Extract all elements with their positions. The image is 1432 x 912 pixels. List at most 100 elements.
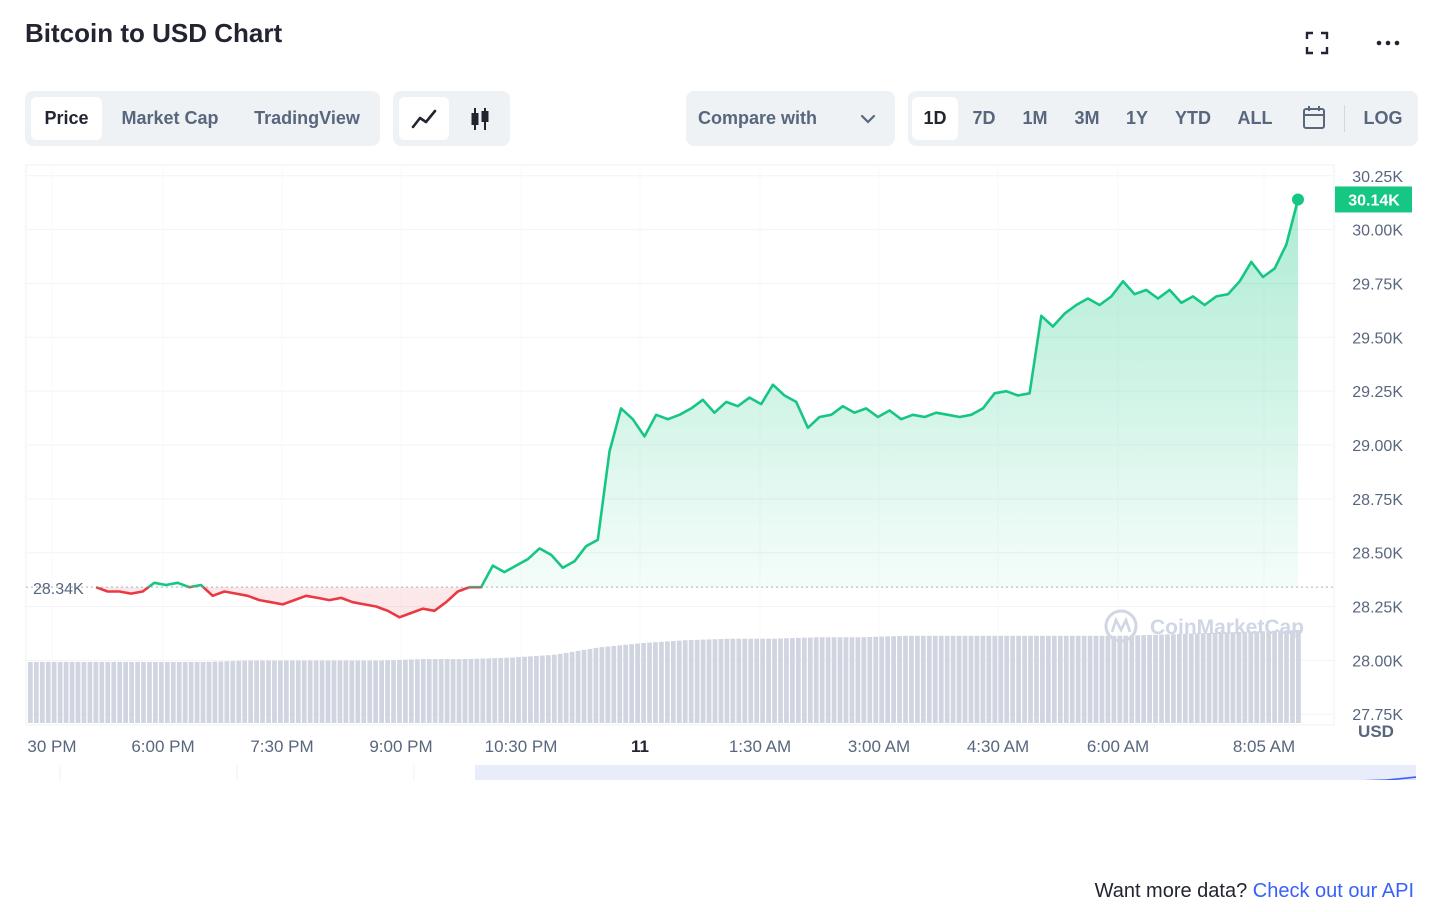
volume-bar (659, 641, 664, 723)
volume-bar (105, 661, 111, 723)
volume-bar (307, 660, 313, 723)
x-tick-label: 6:00 PM (131, 737, 194, 756)
volume-bar (569, 651, 575, 723)
x-tick-label: 3:00 AM (848, 737, 910, 756)
volume-bar (694, 639, 700, 723)
volume-bar (236, 660, 242, 723)
compare-dropdown[interactable]: Compare with (686, 91, 895, 146)
volume-bar (825, 637, 831, 723)
volume-bar (373, 660, 379, 723)
volume-bar (272, 660, 277, 723)
range-all[interactable]: ALL (1237, 108, 1273, 128)
range-7d[interactable]: 7D (972, 108, 996, 128)
range-1d[interactable]: 1D (912, 97, 958, 140)
volume-bar (367, 660, 373, 723)
price-area-down (96, 587, 1298, 618)
volume-bar (1069, 635, 1075, 723)
tab-tradingview[interactable]: TradingView (254, 108, 360, 128)
candlestick-button[interactable] (455, 97, 505, 140)
volume-bar (1111, 635, 1117, 723)
volume-bar (301, 660, 307, 723)
volume-bar (766, 638, 771, 723)
volume-bar (1117, 635, 1123, 723)
volume-bar (141, 661, 146, 723)
volume-bar (950, 635, 956, 723)
date-range-button[interactable] (1294, 97, 1334, 140)
volume-bar (194, 661, 200, 723)
volume-bar (295, 660, 301, 723)
tab-market-cap[interactable]: Market Cap (121, 108, 219, 128)
line-chart-icon (411, 109, 437, 129)
tab-price[interactable]: Price (31, 97, 102, 140)
baseline-label: 28.34K (33, 581, 84, 598)
volume-bar (206, 661, 212, 723)
volume-bar (1218, 632, 1224, 723)
volume-bar (998, 635, 1004, 723)
range-3m[interactable]: 3M (1074, 108, 1100, 128)
volume-bar (867, 636, 873, 723)
volume-bar (266, 660, 271, 723)
volume-bar (420, 659, 426, 723)
volume-bar (522, 656, 527, 723)
volume-bar (1051, 635, 1057, 723)
volume-bar (123, 661, 129, 723)
volume-bar (1260, 631, 1266, 723)
volume-bar (1188, 633, 1194, 723)
log-toggle[interactable]: LOG (1363, 108, 1403, 128)
volume-bar (641, 643, 646, 723)
volume-bar (587, 648, 593, 723)
volume-bar (736, 638, 742, 723)
api-promo-text: Want more data? (1094, 880, 1248, 902)
volume-bar (313, 660, 319, 723)
volume-bar (790, 638, 795, 723)
api-promo: Want more data? Check out our API (1095, 880, 1414, 903)
volume-bar (1176, 633, 1182, 723)
volume-bar (819, 637, 825, 723)
chart-tabs: Price Market Cap TradingView (25, 91, 380, 146)
price-chart[interactable]: CoinMarketCap 28.34K 30.25K 30.00K 29.75K 2… (0, 160, 1432, 862)
volume-bar (849, 637, 855, 723)
more-icon[interactable] (1375, 30, 1401, 56)
volume-bar (1147, 634, 1152, 723)
y-tick-label: 30.25K (1352, 169, 1403, 186)
navigator-window (475, 765, 1416, 862)
volume-bar (331, 660, 337, 723)
line-chart-button[interactable] (399, 97, 449, 140)
currency-label: USD (1358, 722, 1394, 741)
volume-bar (944, 635, 950, 723)
api-link[interactable]: Check out our API (1252, 880, 1414, 902)
volume-bar (879, 636, 885, 723)
range-1y[interactable]: 1Y (1125, 108, 1149, 128)
y-tick-label: 28.75K (1352, 492, 1403, 509)
volume-bar (426, 659, 432, 723)
volume-bar (1153, 634, 1158, 723)
volume-bar (980, 635, 986, 723)
volume-bar (468, 658, 474, 723)
range-ytd[interactable]: YTD (1175, 108, 1211, 128)
x-tick-label: 10:30 PM (485, 737, 558, 756)
volume-bar (1010, 635, 1016, 723)
volume-bar (343, 660, 349, 723)
volume-bar (99, 661, 105, 723)
volume-bar (748, 638, 754, 723)
volume-bar (742, 638, 748, 723)
volume-bar (1105, 635, 1111, 723)
volume-bar (629, 644, 635, 723)
volume-bar (1063, 635, 1069, 723)
x-tick-label: 9:00 PM (369, 737, 432, 756)
volume-bar (135, 661, 140, 723)
volume-bar (349, 660, 355, 723)
volume-bar (462, 659, 468, 723)
volume-bar (682, 640, 688, 723)
volume-bar (1224, 632, 1230, 723)
range-1m[interactable]: 1M (1022, 108, 1048, 128)
volume-bar (224, 661, 230, 723)
page-title: Bitcoin to USD Chart (25, 18, 283, 48)
volume-bar (1230, 632, 1236, 723)
x-tick-label: 30 PM (27, 737, 76, 756)
volume-bar (956, 635, 962, 723)
volume-bar (1296, 630, 1301, 723)
fullscreen-icon[interactable] (1304, 30, 1330, 56)
range-selector: 1D 7D 1M 3M 1Y YTD ALL LOG (908, 91, 1418, 146)
volume-bar (539, 655, 545, 723)
